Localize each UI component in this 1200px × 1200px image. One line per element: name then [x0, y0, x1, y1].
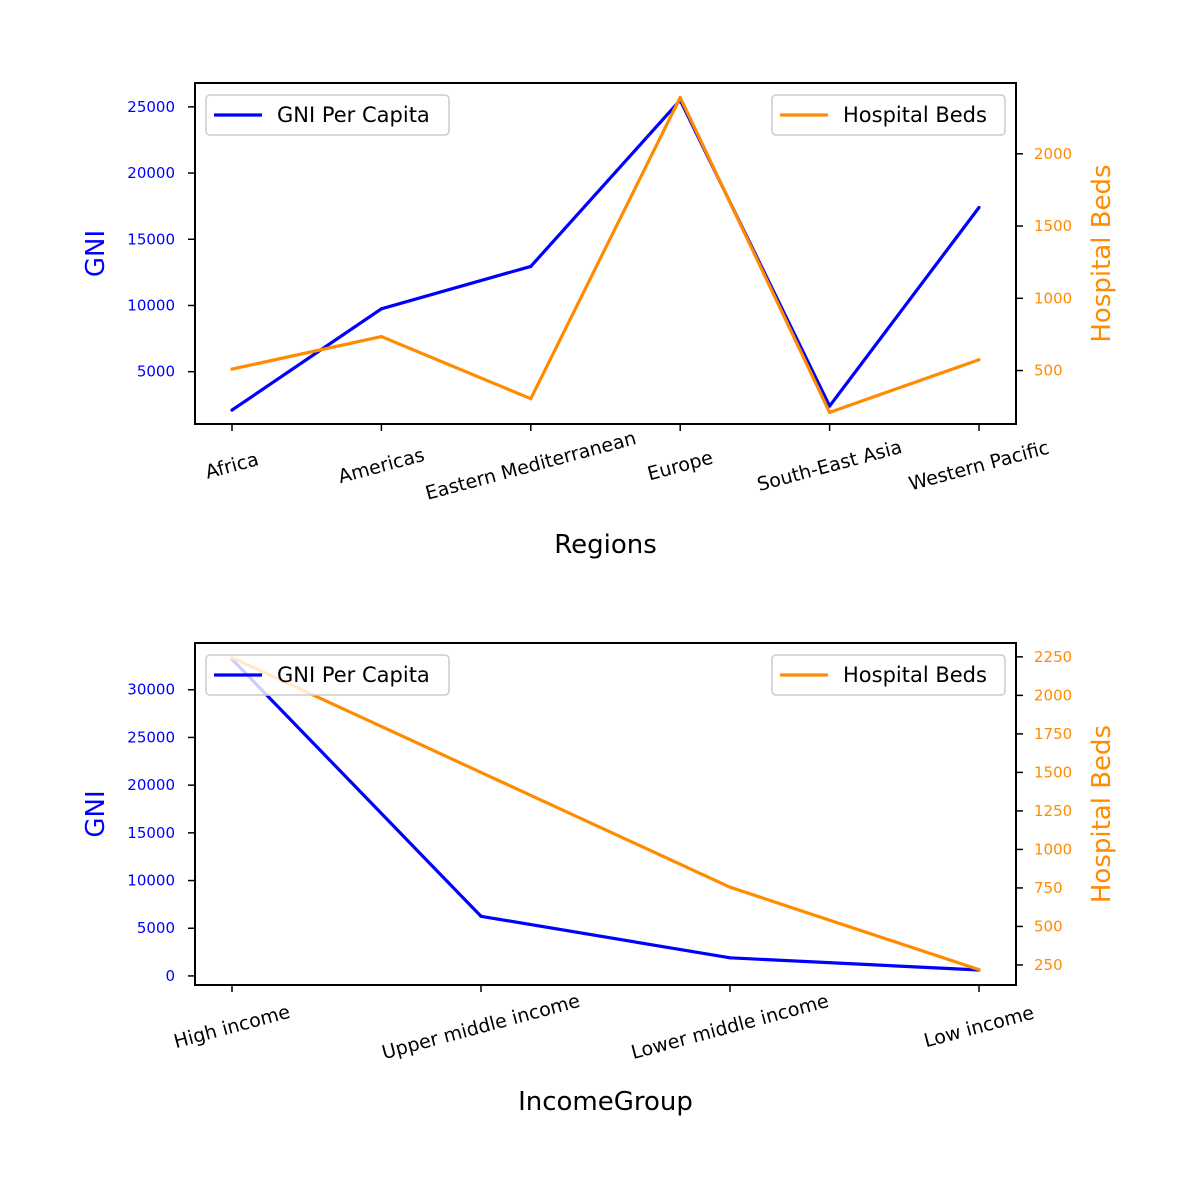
legend-label-beds: Hospital Beds — [843, 103, 987, 127]
hospital-beds-point — [529, 397, 533, 401]
y2-tick-label: 1000 — [1034, 289, 1072, 307]
y2-tick-label: 2000 — [1034, 686, 1072, 704]
hospital-beds-point — [828, 410, 832, 415]
hospital-beds-point — [379, 334, 383, 339]
y2-tick-label: 1500 — [1034, 763, 1072, 781]
hospital-beds-point — [977, 967, 981, 972]
y-tick-label: 0 — [165, 967, 175, 985]
gni-per-capita-series-line — [230, 658, 980, 972]
legend-label-gni: GNI Per Capita — [277, 663, 430, 687]
y-axis-label: GNI — [81, 790, 111, 837]
y2-tick-label: 500 — [1034, 917, 1063, 935]
y2-tick-label: 1500 — [1034, 217, 1072, 235]
gni-per-capita-point — [977, 205, 981, 210]
gni-per-capita-point — [379, 307, 383, 311]
y-tick-label: 5000 — [137, 919, 175, 937]
hospital-beds-point — [678, 95, 682, 100]
x-axis-label: Regions — [554, 530, 657, 560]
legend-label-gni: GNI Per Capita — [277, 103, 430, 127]
hospital-beds-point — [479, 770, 483, 775]
y2-axis-label: Hospital Beds — [1087, 725, 1117, 903]
y-tick-label: 30000 — [127, 681, 175, 699]
y2-tick-label: 1000 — [1034, 840, 1072, 858]
y-tick-label: 10000 — [127, 872, 175, 890]
x-axis-label: IncomeGroup — [518, 1087, 693, 1117]
legend-box-right — [771, 654, 1006, 696]
y2-tick-label: 2000 — [1034, 145, 1072, 163]
y-tick-label: 20000 — [127, 164, 175, 182]
hospital-beds-point — [728, 885, 732, 889]
y2-tick-label: 1750 — [1034, 725, 1072, 743]
legend-label-beds: Hospital Beds — [843, 663, 987, 687]
legend-box-left — [205, 654, 450, 696]
y-axis-label: GNI — [81, 230, 111, 277]
y2-tick-label: 750 — [1034, 879, 1063, 897]
y-tick-label: 10000 — [127, 296, 175, 314]
y-tick-label: 5000 — [137, 363, 175, 381]
gni-per-capita-point — [828, 404, 832, 408]
legend-box-left — [205, 94, 450, 136]
y-tick-label: 25000 — [127, 728, 175, 746]
legend-box-right — [771, 94, 1006, 136]
gni-per-capita-point — [728, 956, 732, 960]
hospital-beds-series-line — [231, 656, 980, 972]
y2-tick-label: 1250 — [1034, 802, 1072, 820]
y2-tick-label: 500 — [1034, 362, 1063, 380]
y2-tick-label: 250 — [1034, 956, 1063, 974]
y-tick-label: 20000 — [127, 776, 175, 794]
y-tick-label: 25000 — [127, 98, 175, 116]
hospital-beds-point — [977, 358, 981, 362]
y2-tick-label: 2250 — [1034, 648, 1072, 666]
y-tick-label: 15000 — [127, 230, 175, 248]
hospital-beds-series-line — [231, 95, 980, 414]
plot-frame — [194, 82, 1017, 425]
y2-axis-label: Hospital Beds — [1087, 164, 1117, 342]
gni-per-capita-point — [479, 914, 483, 918]
gni-per-capita-series-line — [231, 98, 981, 412]
y-tick-label: 15000 — [127, 824, 175, 842]
plot-frame — [194, 642, 1017, 986]
gni-per-capita-point — [230, 408, 234, 412]
hospital-beds-point — [230, 367, 234, 371]
gni-per-capita-point — [529, 264, 533, 269]
